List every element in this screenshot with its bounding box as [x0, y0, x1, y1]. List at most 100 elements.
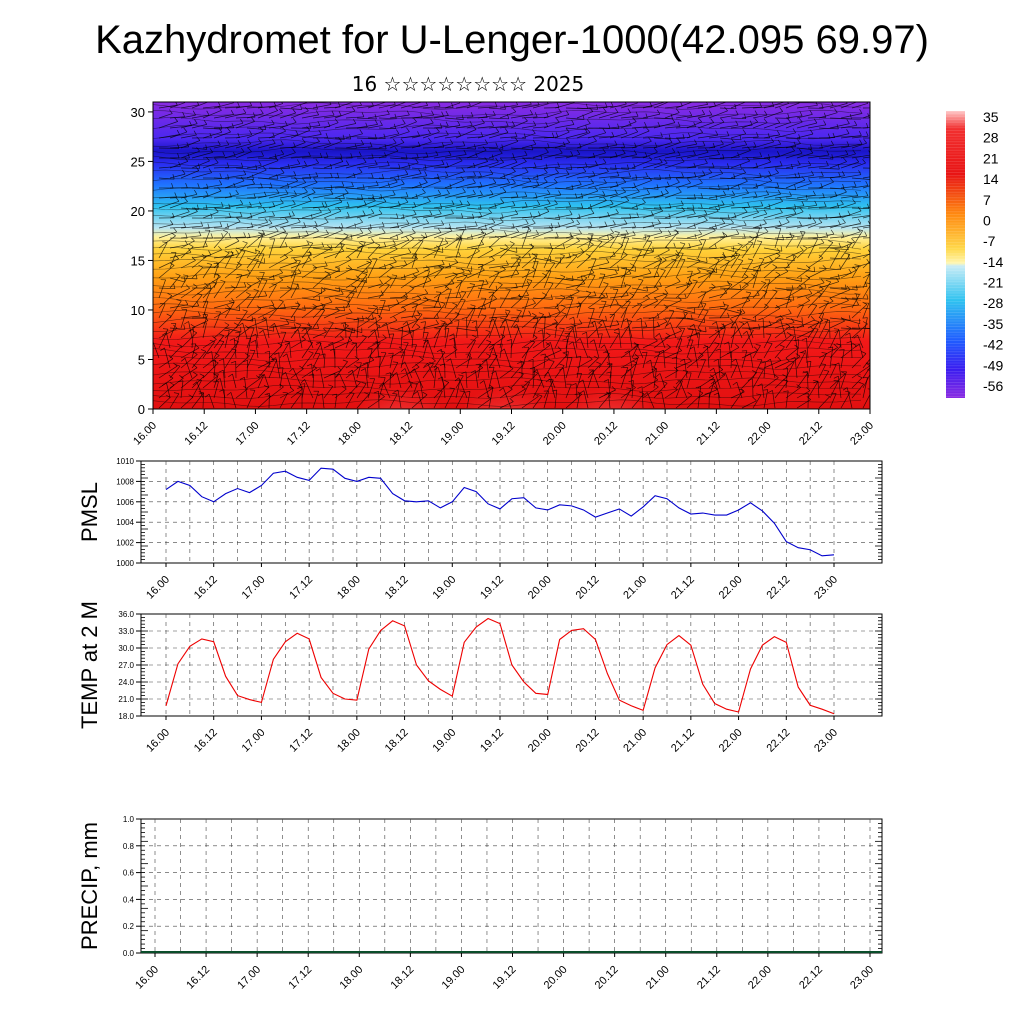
wind-barb [208, 393, 215, 409]
wind-barb [818, 319, 829, 339]
wind-barb-flag [799, 352, 805, 354]
wind-barb-flag [798, 134, 801, 140]
wind-barb [532, 193, 551, 199]
wind-barb [180, 277, 198, 280]
wind-barb-flag [226, 223, 229, 229]
wind-barb-flag [388, 305, 391, 311]
wind-barb-flag [296, 391, 302, 395]
wind-barb-flag [836, 343, 842, 346]
wind-barb [752, 157, 770, 160]
wind-barb-flag [378, 209, 383, 214]
wind-barb-flag [546, 332, 551, 336]
y-tick-label: 0 [138, 402, 145, 417]
wind-barb [807, 117, 826, 119]
x-tick-label: 18.00 [335, 727, 363, 755]
wind-barb [686, 306, 703, 309]
wind-barb [583, 390, 589, 409]
wind-barb-flag [721, 200, 725, 206]
wind-barb-flag [472, 125, 477, 130]
wind-barb [180, 367, 198, 379]
x-tick-label: 20.00 [526, 727, 554, 755]
wind-barb-flag [516, 258, 522, 261]
wind-barb-flag [449, 387, 455, 389]
wind-barb [829, 247, 849, 251]
wind-barb [378, 356, 381, 379]
wind-barb-flag [537, 102, 540, 106]
wind-barb-flag [226, 162, 230, 168]
wind-barb [785, 211, 804, 219]
wind-barb-flag [462, 273, 468, 277]
wind-barb-flag [847, 241, 852, 244]
wind-barb [246, 169, 267, 179]
wind-barb [466, 233, 484, 239]
wind-barb-flag [274, 156, 279, 161]
wind-barb [708, 223, 725, 229]
wind-barb-flag [236, 217, 241, 222]
wind-barb-flag [562, 352, 568, 356]
wind-barb-flag [441, 259, 445, 265]
wind-barb [510, 196, 527, 199]
wind-barb [708, 343, 720, 359]
wind-barb-flag [840, 200, 844, 205]
wind-barb [246, 390, 256, 409]
wind-barb-flag [704, 158, 708, 164]
wind-barb [188, 321, 193, 339]
wind-barb-flag [375, 323, 381, 327]
wind-barb [675, 284, 691, 299]
wind-barb [686, 257, 708, 263]
wind-barb [488, 292, 494, 309]
wind-barb-flag [166, 313, 172, 317]
wind-barb [532, 358, 550, 369]
wind-barb [697, 239, 707, 259]
wind-barb-flag [653, 337, 658, 342]
wind-barb-flag [338, 197, 343, 203]
wind-barb [576, 303, 582, 319]
wind-barb-flag [705, 326, 707, 332]
wind-barb-flag [800, 276, 802, 282]
wind-barb [686, 271, 701, 279]
wind-barb [741, 156, 762, 159]
wind-barb-flag [634, 127, 639, 133]
wind-barb-flag [424, 171, 428, 176]
wind-barb [620, 177, 637, 180]
wind-barb-flag [764, 227, 769, 233]
wind-barb [235, 294, 251, 309]
wind-barb [576, 240, 592, 249]
wind-barb-flag [681, 172, 684, 178]
wind-barb [257, 123, 275, 129]
wind-barb-flag [533, 370, 538, 374]
wind-barb-flag [540, 154, 543, 160]
wind-barb [851, 297, 869, 300]
wind-barb-flag [825, 394, 830, 397]
wind-barb-flag [654, 285, 659, 290]
wind-barb [521, 143, 536, 149]
wind-barb-flag [633, 222, 636, 228]
wind-barb [594, 320, 600, 339]
wind-barbs [153, 102, 870, 409]
wind-barb [774, 122, 791, 129]
wind-barb [323, 353, 326, 369]
wind-barb-flag [808, 160, 812, 166]
wind-barb [356, 359, 375, 369]
wind-barb [345, 359, 360, 369]
wind-barb [191, 152, 213, 159]
wind-barb-flag [808, 289, 813, 294]
wind-barb-flag [299, 365, 304, 370]
wind-barb [406, 321, 413, 339]
wind-barb [730, 300, 751, 309]
wind-barb [851, 377, 863, 389]
wind-barb-flag [292, 108, 296, 114]
wind-barb-flag [653, 297, 658, 302]
wind-barb [345, 244, 364, 259]
wind-barb-flag [187, 153, 190, 159]
wind-barb-flag [500, 158, 504, 163]
wind-barb-flag [656, 109, 661, 115]
wind-barb [675, 253, 684, 269]
wind-barb [697, 187, 720, 190]
wind-barb-flag [368, 257, 373, 262]
wind-barb-flag [174, 117, 178, 122]
wind-barb [235, 285, 252, 299]
wind-barb [719, 167, 742, 170]
wind-barb-flag [645, 172, 649, 177]
wind-barb [796, 293, 813, 299]
